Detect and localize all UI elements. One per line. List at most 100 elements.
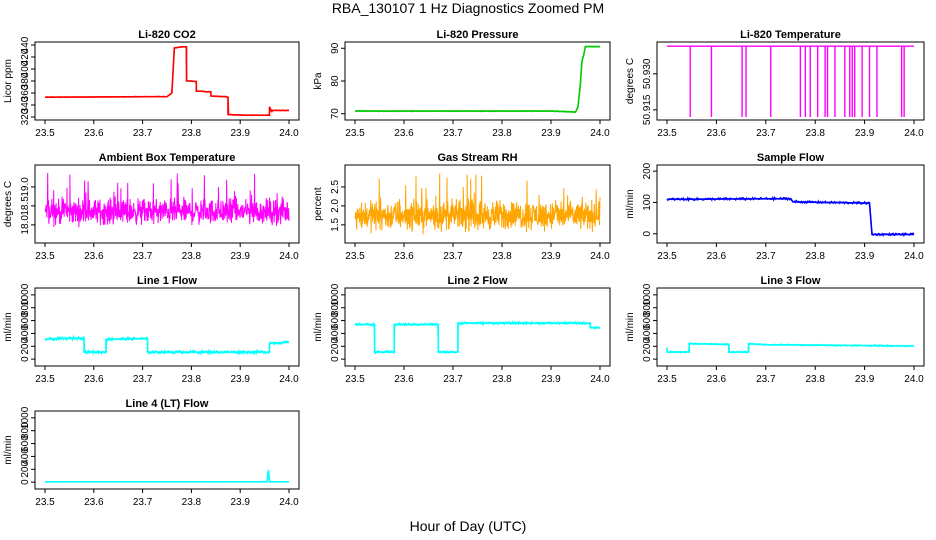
y-axis-label: degrees C (625, 58, 636, 104)
x-tick-label: 23.9 (541, 128, 561, 139)
x-tick-label: 23.9 (855, 128, 875, 139)
y-tick-label: 600 (642, 312, 653, 329)
x-tick-label: 24.0 (279, 128, 299, 139)
data-series-line (666, 197, 914, 236)
x-tick-label: 23.8 (492, 374, 512, 385)
y-tick-label: 0 (642, 356, 653, 362)
x-tick-label: 24.0 (904, 128, 924, 139)
y-axis-label: ml/min (3, 435, 14, 464)
plot-frame (656, 164, 925, 244)
y-tick-label: 400 (20, 60, 31, 77)
x-tick-label: 23.9 (855, 251, 875, 262)
y-tick-label: 380 (20, 72, 31, 89)
data-series-line (666, 342, 915, 353)
y-tick-label: 100 (642, 194, 653, 211)
y-tick-label: 400 (330, 325, 341, 342)
x-tick-label: 23.6 (84, 251, 104, 262)
x-tick-label: 23.5 (657, 374, 677, 385)
x-tick-label: 23.9 (230, 128, 250, 139)
y-axis-label: ml/min (625, 189, 636, 218)
x-tick-label: 23.8 (805, 251, 825, 262)
y-tick-label: 600 (20, 435, 31, 452)
y-tick-label: 1000 (642, 283, 653, 306)
x-tick-label: 23.8 (805, 128, 825, 139)
panel-pressure: Li-820 Pressure kPa 23.5 23.6 23.7 23.8 23.9 24… (313, 29, 611, 139)
panel-title: Line 3 Flow (761, 275, 821, 287)
y-tick-label: 800 (20, 422, 31, 439)
x-tick-label: 23.7 (133, 251, 153, 262)
data-series-noise (354, 173, 601, 235)
x-tick-label: 23.8 (182, 251, 202, 262)
y-tick-label: 200 (642, 162, 653, 179)
x-tick-label: 23.8 (182, 374, 202, 385)
y-tick-label: 1000 (330, 283, 341, 306)
plot-frame (344, 164, 611, 244)
plot-frame (34, 410, 300, 490)
data-series-noisy (45, 470, 289, 483)
y-tick-label: 360 (20, 84, 31, 101)
plot-frame (34, 41, 300, 121)
x-tick-label: 24.0 (279, 374, 299, 385)
y-tick-label: 19.0 (20, 177, 31, 197)
panel-temperature: Li-820 Temperature degrees C 23.5 23.6 23.7 2… (625, 29, 925, 139)
panels-group: Li-820 CO2 Licor ppm 23.5 23.6 23.7 23.8 23.9 2… (3, 29, 925, 508)
y-tick-label: 340 (20, 96, 31, 113)
panel-title: Li-820 CO2 (138, 29, 195, 41)
x-tick-label: 23.7 (133, 497, 153, 508)
x-tick-label: 23.7 (756, 374, 776, 385)
x-tick-label: 23.6 (84, 374, 104, 385)
plot-frame (344, 41, 611, 121)
panel-title: Li-820 Temperature (740, 29, 841, 41)
data-series-line (44, 337, 290, 353)
data-series-noisy (44, 334, 290, 356)
y-tick-label: 600 (330, 312, 341, 329)
panel-title: Ambient Box Temperature (99, 152, 236, 164)
plot-frame (34, 287, 300, 367)
x-tick-label: 23.7 (756, 128, 776, 139)
x-tick-label: 23.5 (345, 128, 365, 139)
plot-frame (656, 41, 925, 121)
y-tick-label: 2.5 (330, 180, 341, 194)
x-tick-label: 24.0 (279, 497, 299, 508)
data-series-noisy (354, 45, 601, 114)
y-tick-label: 800 (20, 299, 31, 316)
y-tick-label: 50.930 (642, 58, 653, 89)
y-tick-label: 18.5 (20, 196, 31, 216)
x-tick-label: 23.6 (394, 251, 414, 262)
x-tick-label: 24.0 (279, 251, 299, 262)
figure-title: RBA_130107 1 Hz Diagnostics Zoomed PM (332, 0, 604, 16)
y-tick-label: 200 (20, 338, 31, 355)
x-tick-label: 24.0 (590, 251, 610, 262)
data-series-noisy (666, 195, 915, 238)
panel-title: Li-820 Pressure (437, 29, 519, 41)
y-axis-label: degrees C (3, 181, 14, 227)
y-tick-label: 1000 (20, 406, 31, 429)
y-axis-label: kPa (313, 72, 324, 90)
x-tick-label: 23.5 (345, 251, 365, 262)
x-tick-label: 23.5 (35, 128, 55, 139)
y-tick-label: 50.915 (642, 94, 653, 125)
x-tick-label: 23.9 (541, 251, 561, 262)
panel-rh: Gas Stream RH percent 23.5 23.6 23.7 23.8 23.9… (313, 152, 611, 262)
panel-co2: Li-820 CO2 Licor ppm 23.5 23.6 23.7 23.8 23.9 2… (3, 29, 300, 139)
y-tick-label: 800 (330, 299, 341, 316)
y-tick-label: 2.0 (330, 199, 341, 213)
data-series-line (355, 322, 600, 353)
x-tick-label: 23.9 (230, 251, 250, 262)
y-axis-label: ml/min (625, 312, 636, 341)
x-tick-label: 23.5 (657, 128, 677, 139)
panel-sample_flow: Sample Flow ml/min 23.5 23.6 23.7 23.8 23.9 24.… (625, 152, 925, 262)
plot-frame (656, 287, 925, 367)
y-tick-label: 440 (20, 36, 31, 53)
x-tick-label: 23.5 (345, 374, 365, 385)
y-axis-label: ml/min (3, 312, 14, 341)
x-tick-label: 23.8 (492, 251, 512, 262)
x-tick-label: 23.6 (84, 128, 104, 139)
y-tick-label: 200 (642, 338, 653, 355)
x-tick-label: 24.0 (904, 374, 924, 385)
panel-line3: Line 3 Flow ml/min 23.5 23.6 23.7 23.8 23.9 24.… (625, 275, 925, 385)
x-tick-label: 23.5 (657, 251, 677, 262)
x-tick-label: 23.9 (230, 497, 250, 508)
panel-ambient: Ambient Box Temperature degrees C 23.5 23.6… (3, 152, 300, 262)
